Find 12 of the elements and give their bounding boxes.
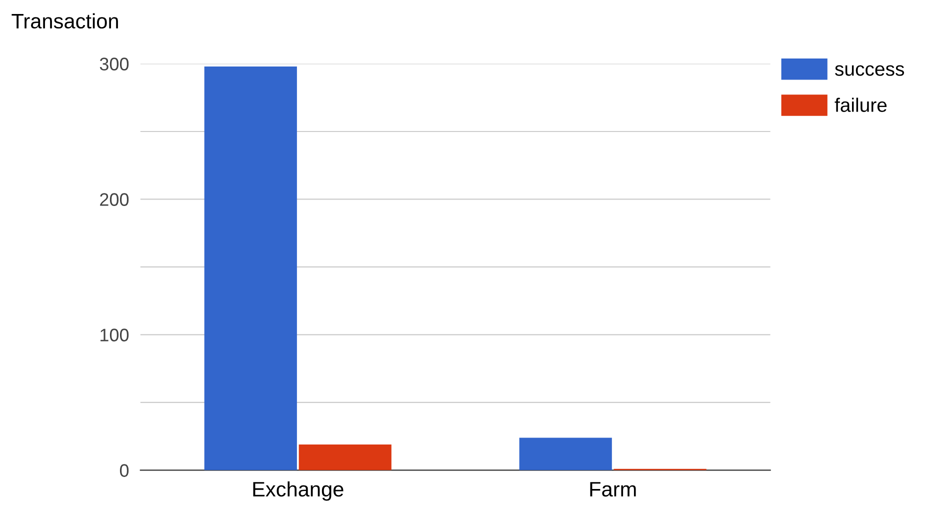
legend-label: success xyxy=(835,65,904,76)
bar xyxy=(204,66,297,470)
bar xyxy=(298,444,392,470)
y-tick-label: 0 xyxy=(120,464,129,477)
y-tick-label: 300 xyxy=(100,58,129,70)
x-tick-label: Farm xyxy=(590,482,636,497)
y-tick-label: 100 xyxy=(100,328,129,342)
bar xyxy=(519,438,612,470)
y-axis-title: Transaction xyxy=(12,13,118,29)
x-tick-label: Exchange xyxy=(253,481,344,501)
y-tick-label: 200 xyxy=(100,193,129,206)
legend-label: failure xyxy=(834,98,887,112)
